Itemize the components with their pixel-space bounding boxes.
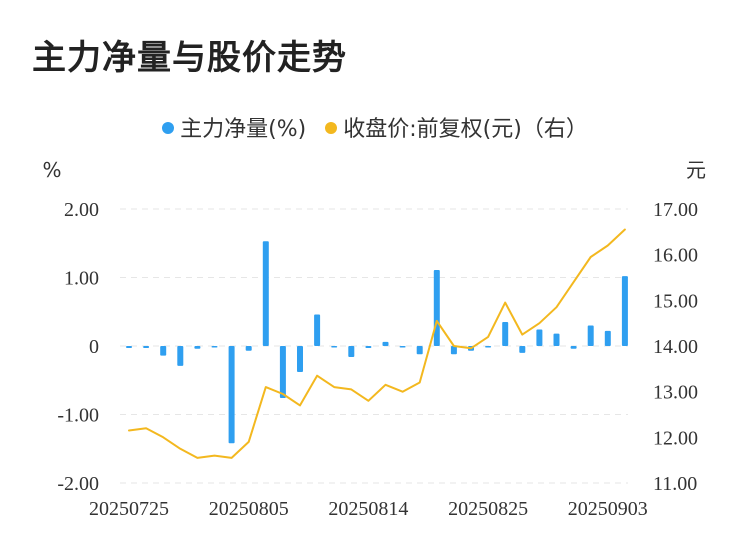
x-tick-label: 20250805 (209, 498, 289, 520)
x-tick-label: 20250903 (568, 498, 648, 520)
y-right-unit: 元 (686, 158, 706, 182)
bar (126, 346, 132, 349)
bar (160, 346, 167, 356)
y-right-tick-label: 14.00 (653, 336, 698, 358)
bar (570, 346, 577, 349)
bar (245, 346, 252, 351)
bar (365, 346, 372, 349)
y-right-tick-label: 13.00 (653, 382, 698, 404)
bar (348, 346, 355, 357)
legend-line-label: 收盘价:前复权(元)（右） (343, 117, 588, 142)
x-tick-label: 20250825 (448, 498, 528, 520)
y-left-tick-label: 1.00 (64, 268, 99, 290)
bar (502, 322, 509, 346)
bar (621, 276, 628, 346)
bar (416, 346, 423, 355)
y-right-tick-label: 16.00 (653, 245, 698, 267)
bar (399, 346, 406, 348)
bar (143, 346, 150, 349)
legend-item-line[interactable]: 收盘价:前复权(元)（右） (325, 111, 588, 143)
bar (194, 346, 201, 349)
price-line (128, 228, 626, 459)
bar (433, 269, 440, 346)
x-tick-label: 20250725 (89, 498, 169, 520)
y-right-tick-label: 11.00 (653, 473, 697, 495)
bar (331, 346, 338, 348)
bar (553, 333, 560, 346)
bar (279, 346, 286, 399)
bar (314, 314, 321, 346)
y-left-unit: % (42, 158, 61, 182)
legend-bar-dot-icon (162, 122, 175, 134)
legend-item-bar[interactable]: 主力净量(%) (162, 111, 306, 143)
y-right-tick-label: 12.00 (653, 427, 698, 449)
y-left-tick-label: 0 (89, 336, 99, 358)
bar (297, 346, 303, 373)
legend-line-dot-icon (325, 122, 338, 134)
x-tick-label: 20250814 (328, 498, 408, 520)
y-right-tick-label: 17.00 (653, 199, 698, 221)
bar (211, 346, 218, 348)
bar (604, 330, 611, 346)
bar (450, 346, 457, 355)
bar (485, 346, 492, 348)
legend[interactable]: 主力净量(%) 收盘价:前复权(元)（右） (0, 111, 750, 143)
bar (228, 346, 235, 444)
y-left-tick-label: -2.00 (57, 473, 99, 495)
bar (382, 341, 389, 346)
bar (177, 346, 184, 366)
y-left-tick-label: 2.00 (64, 199, 99, 221)
y-left-tick-label: -1.00 (57, 405, 99, 427)
legend-bar-label: 主力净量(%) (180, 117, 307, 142)
bar (262, 241, 269, 346)
chart-title: 主力净量与股价走势 (32, 38, 347, 78)
y-right-tick-label: 15.00 (653, 290, 698, 312)
bar (536, 329, 543, 346)
bar (587, 325, 594, 346)
bar (519, 346, 526, 353)
